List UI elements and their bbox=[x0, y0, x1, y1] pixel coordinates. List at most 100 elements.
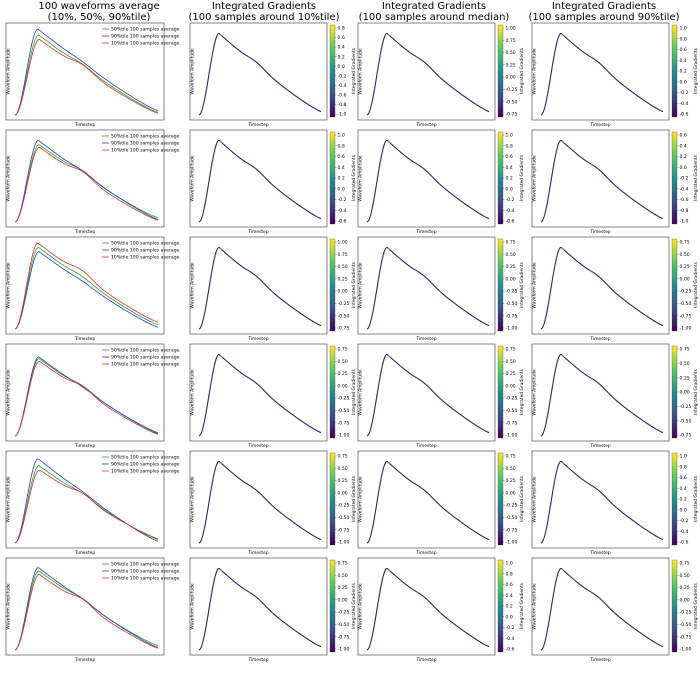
attribution-highlight-2 bbox=[381, 148, 384, 151]
colorbar-tick-label: 0.8 bbox=[506, 143, 513, 149]
colorbar-tick-label: 0.50 bbox=[680, 573, 690, 579]
legend-entry-3: 10%tile 100 samples average bbox=[111, 41, 180, 47]
axes-frame bbox=[357, 236, 496, 335]
colorbar-tick-label: -0.6 bbox=[338, 219, 347, 225]
attribution-highlight-1 bbox=[562, 569, 564, 571]
y-axis-label: Waveform Amplitude bbox=[6, 476, 12, 522]
column-title-1-line-1: 100 waveforms average bbox=[38, 1, 159, 12]
colorbar-tick-label: 0.25 bbox=[680, 375, 690, 381]
y-axis-label: Waveform Amplitude bbox=[532, 48, 538, 94]
colorbar bbox=[671, 238, 678, 332]
attribution-trace bbox=[540, 33, 664, 116]
y-axis-label: Waveform Amplitude bbox=[6, 369, 12, 415]
colorbar-tick-label: 0.25 bbox=[680, 264, 690, 270]
y-axis-label: Waveform Amplitude bbox=[358, 262, 364, 308]
colorbar-tick-label: 0.00 bbox=[506, 75, 516, 81]
colorbar-tick-label: 0.50 bbox=[680, 361, 690, 367]
series-line-2 bbox=[14, 251, 159, 330]
colorbar-tick-label: 1.0 bbox=[680, 26, 687, 32]
panel-risk-score-90pcttile: Timestep Waveform Amplitude 1.0 0.8 0.6 0.4 0.… bbox=[532, 22, 699, 128]
x-axis-label: Timestep bbox=[589, 657, 610, 663]
attribution-trace bbox=[366, 247, 490, 330]
attribution-highlight-1 bbox=[388, 34, 390, 36]
attribution-trace bbox=[366, 461, 490, 544]
colorbar-tick-label: 0.25 bbox=[338, 371, 348, 377]
attribution-trace bbox=[540, 461, 664, 544]
attribution-highlight-1 bbox=[220, 569, 222, 571]
x-axis-label: Timestep bbox=[247, 657, 268, 663]
colorbar-tick-label: 0.50 bbox=[680, 252, 690, 258]
colorbar-tick-label: -0.6 bbox=[680, 112, 689, 118]
colorbar-tick-label: 0.00 bbox=[506, 276, 516, 282]
colorbar-tick-label: 0.00 bbox=[680, 597, 690, 603]
legend-entry-3: 10%tile 100 samples average bbox=[111, 362, 180, 368]
colorbar-tick-label: 0.50 bbox=[338, 359, 348, 365]
colorbar-tick-label: 1.00 bbox=[506, 26, 516, 32]
colorbar-tick-label: 0.75 bbox=[338, 454, 348, 460]
colorbar-tick-label: -0.2 bbox=[680, 518, 689, 524]
colorbar-tick-label: 0.6 bbox=[338, 35, 345, 41]
y-axis-label: Waveform Amplitude bbox=[358, 48, 364, 94]
series-line-3 bbox=[14, 360, 159, 437]
colorbar-label: Integrated Gradients bbox=[519, 47, 525, 93]
attribution-highlight-2 bbox=[555, 362, 558, 365]
axes-frame bbox=[357, 557, 496, 656]
axes-frame bbox=[189, 557, 328, 656]
x-axis-label: Timestep bbox=[415, 336, 436, 342]
colorbar-tick-label: 0.00 bbox=[506, 383, 516, 389]
colorbar-tick-label: -1.00 bbox=[338, 647, 350, 653]
attribution-trace bbox=[366, 33, 490, 116]
panel-ppg-1-average: Timestep Waveform Amplitude 50%tile 100 sa… bbox=[6, 129, 180, 235]
colorbar bbox=[671, 345, 678, 439]
colorbar-tick-label: 0.8 bbox=[680, 36, 687, 42]
series-line-2 bbox=[14, 356, 159, 437]
colorbar-tick-label: 0.25 bbox=[680, 585, 690, 591]
colorbar-tick-label: 0.00 bbox=[680, 390, 690, 396]
colorbar-tick-label: 0.0 bbox=[506, 186, 513, 192]
legend-entry-2: 90%tile 100 samples average bbox=[111, 34, 180, 40]
colorbar-label: Integrated Gradients bbox=[519, 582, 525, 628]
attribution-highlight-2 bbox=[213, 469, 216, 472]
y-axis-label: Waveform Amplitude bbox=[190, 262, 196, 308]
panel-risk-score-average: Timestep Waveform Amplitude 50%tile 100 sa… bbox=[6, 22, 180, 128]
attribution-highlight-3 bbox=[417, 270, 420, 273]
colorbar-tick-label: -0.75 bbox=[506, 527, 518, 533]
panel-ppg-3-average: Timestep Waveform Amplitude 50%tile 100 sa… bbox=[6, 343, 180, 449]
colorbar-tick-label: -0.6 bbox=[680, 540, 689, 546]
colorbar-label: Integrated Gradients bbox=[519, 368, 525, 414]
colorbar-tick-label: 0.25 bbox=[338, 585, 348, 591]
y-axis-label: Waveform Amplitude bbox=[358, 476, 364, 522]
colorbar-tick-label: -0.25 bbox=[506, 289, 518, 295]
attribution-highlight-2 bbox=[555, 576, 558, 579]
x-axis-label: Timestep bbox=[74, 336, 95, 342]
attribution-highlight-1 bbox=[388, 462, 390, 464]
colorbar-tick-label: -0.75 bbox=[680, 433, 692, 439]
colorbar-tick-label: -1.00 bbox=[506, 433, 518, 439]
colorbar-tick-label: -0.8 bbox=[338, 102, 347, 108]
panel-ppg-5-median: Timestep Waveform Amplitude 1.0 0.8 0.6 0.4 0.… bbox=[357, 557, 525, 663]
colorbar-tick-label: -0.50 bbox=[338, 515, 350, 521]
colorbar-tick-label: 0.0 bbox=[680, 507, 687, 513]
attribution-trace bbox=[198, 33, 322, 116]
panel-ppg-1-median: Timestep Waveform Amplitude 1.0 0.8 0.6 0.4 0.… bbox=[358, 129, 525, 235]
y-axis-label: Waveform Amplitude bbox=[190, 476, 196, 522]
attribution-highlight-1 bbox=[220, 34, 222, 36]
colorbar-tick-label: 0.00 bbox=[338, 383, 348, 389]
series-line-2 bbox=[14, 28, 159, 116]
attribution-trace bbox=[198, 354, 322, 437]
colorbar-tick-label: 0.6 bbox=[680, 475, 687, 481]
colorbar-tick-label: 0.50 bbox=[506, 359, 516, 365]
attribution-trace bbox=[198, 568, 322, 651]
attribution-highlight-1 bbox=[562, 141, 564, 143]
attribution-highlight-2 bbox=[381, 362, 384, 365]
colorbar-label: Integrated Gradients bbox=[351, 261, 357, 307]
panel-ppg-2-10pcttile: Timestep Waveform Amplitude 1.00 0.75 0.50 0.… bbox=[190, 236, 357, 342]
attribution-highlight-3 bbox=[591, 484, 594, 487]
colorbar-tick-label: -0.4 bbox=[338, 208, 347, 214]
x-axis-label: Timestep bbox=[589, 229, 610, 235]
colorbar-tick-label: -0.75 bbox=[506, 420, 518, 426]
colorbar-tick-label: -0.50 bbox=[680, 622, 692, 628]
attribution-highlight-2 bbox=[213, 255, 216, 258]
series-line-3 bbox=[14, 469, 159, 544]
